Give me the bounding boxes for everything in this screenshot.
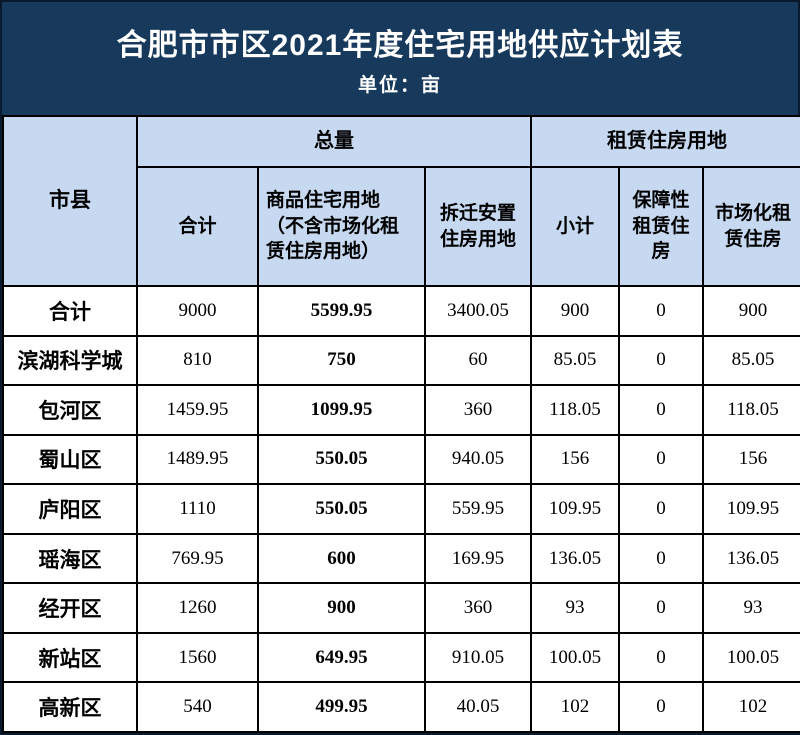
table-cell: 109.95 — [702, 483, 800, 535]
table-cell: 1099.95 — [257, 384, 426, 436]
table-cell: 109.95 — [530, 483, 621, 535]
table-row: 滨湖科学城 810 750 60 85.05 0 85.05 — [2, 334, 800, 387]
table-cell: 156 — [530, 433, 621, 486]
row-label: 蜀山区 — [2, 433, 138, 486]
row-label: 合计 — [2, 285, 138, 337]
table-cell: 810 — [136, 334, 259, 387]
table-cell: 93 — [702, 582, 800, 634]
sub-header-row: 合计 商品住宅用地 （不含市场化租 赁住房用地） 拆迁安置 住房用地 小计 保障… — [3, 166, 800, 287]
table-cell: 940.05 — [423, 433, 533, 486]
table-cell: 3400.05 — [423, 285, 533, 337]
table-cell: 0 — [618, 681, 705, 733]
table-cell: 0 — [618, 483, 705, 535]
title-band: 合肥市市区2021年度住宅用地供应计划表 单位：亩 — [2, 2, 798, 115]
group-header-row: 市县 总量 租赁住房用地 — [2, 115, 800, 287]
table-cell: 0 — [618, 285, 705, 337]
col-header-xiaoji: 小计 — [530, 166, 621, 287]
table-cell: 9000 — [136, 285, 259, 337]
table-cell: 100.05 — [530, 631, 621, 684]
table-cell: 499.95 — [257, 681, 426, 733]
col-header-shangpin: 商品住宅用地 （不含市场化租 赁住房用地） — [257, 166, 426, 287]
table-row: 包河区 1459.95 1099.95 360 118.05 0 118.05 — [2, 384, 800, 436]
table-cell: 100.05 — [702, 631, 800, 684]
table-row: 新站区 1560 649.95 910.05 100.05 0 100.05 — [2, 631, 800, 684]
table-cell: 360 — [423, 582, 533, 634]
row-label: 新站区 — [2, 631, 138, 684]
row-label: 滨湖科学城 — [2, 334, 138, 387]
table-cell: 900 — [702, 285, 800, 337]
table-row: 瑶海区 769.95 600 169.95 136.05 0 136.05 — [2, 532, 800, 585]
table-cell: 360 — [423, 384, 533, 436]
group-header-zulin: 租赁住房用地 — [530, 115, 800, 168]
table-cell: 118.05 — [702, 384, 800, 436]
table-row: 高新区 540 499.95 40.05 102 0 102 — [2, 681, 800, 733]
table-cell: 102 — [702, 681, 800, 733]
table-row: 合计 9000 5599.95 3400.05 900 0 900 — [2, 285, 800, 337]
table-cell: 40.05 — [423, 681, 533, 733]
table-cell: 1459.95 — [136, 384, 259, 436]
table-cell: 559.95 — [423, 483, 533, 535]
table-cell: 750 — [257, 334, 426, 387]
table-cell: 540 — [136, 681, 259, 733]
table-cell: 118.05 — [530, 384, 621, 436]
table-cell: 900 — [530, 285, 621, 337]
table-cell: 102 — [530, 681, 621, 733]
table-cell: 5599.95 — [257, 285, 426, 337]
table-cell: 550.05 — [257, 433, 426, 486]
table-cell: 93 — [530, 582, 621, 634]
col-header-baozhang: 保障性 租赁住 房 — [618, 166, 705, 287]
table-cell: 136.05 — [702, 532, 800, 585]
table-cell: 156 — [702, 433, 800, 486]
table-cell: 1560 — [136, 631, 259, 684]
table-cell: 910.05 — [423, 631, 533, 684]
table-cell: 0 — [618, 384, 705, 436]
table-cell: 1110 — [136, 483, 259, 535]
table-row: 庐阳区 1110 550.05 559.95 109.95 0 109.95 — [2, 483, 800, 535]
row-label: 经开区 — [2, 582, 138, 634]
table-row: 经开区 1260 900 360 93 0 93 — [2, 582, 800, 634]
table-cell: 550.05 — [257, 483, 426, 535]
table-cell: 136.05 — [530, 532, 621, 585]
row-label: 高新区 — [2, 681, 138, 733]
table-cell: 85.05 — [702, 334, 800, 387]
row-label: 庐阳区 — [2, 483, 138, 535]
col-header-shichanghua: 市场化租 赁住房 — [702, 166, 800, 287]
table-cell: 900 — [257, 582, 426, 634]
page-title: 合肥市市区2021年度住宅用地供应计划表 — [116, 29, 684, 62]
corner-header-shixian: 市县 — [2, 115, 138, 287]
col-header-chaiqian: 拆迁安置 住房用地 — [423, 166, 533, 287]
table-cell: 769.95 — [136, 532, 259, 585]
table-cell: 0 — [618, 582, 705, 634]
table-cell: 649.95 — [257, 631, 426, 684]
table-cell: 600 — [257, 532, 426, 585]
table-cell: 0 — [618, 334, 705, 387]
page-subtitle: 单位：亩 — [357, 75, 442, 96]
row-label: 包河区 — [2, 384, 138, 436]
table-cell: 0 — [618, 433, 705, 486]
col-header-heji: 合计 — [136, 166, 259, 287]
table-cell: 85.05 — [530, 334, 621, 387]
table-cell: 0 — [618, 532, 705, 585]
table-cell: 1260 — [136, 582, 259, 634]
group-header-zongliang: 总量 — [135, 115, 533, 168]
row-label: 瑶海区 — [2, 532, 138, 585]
table-cell: 169.95 — [423, 532, 533, 585]
land-supply-table: 市县 总量 租赁住房用地 合计 商品住宅用地 （不含市场化租 赁住房用地） 拆迁… — [2, 115, 800, 733]
table-cell: 1489.95 — [136, 433, 259, 486]
table-cell: 0 — [618, 631, 705, 684]
table-cell: 60 — [423, 334, 533, 387]
table-row: 蜀山区 1489.95 550.05 940.05 156 0 156 — [2, 433, 800, 486]
